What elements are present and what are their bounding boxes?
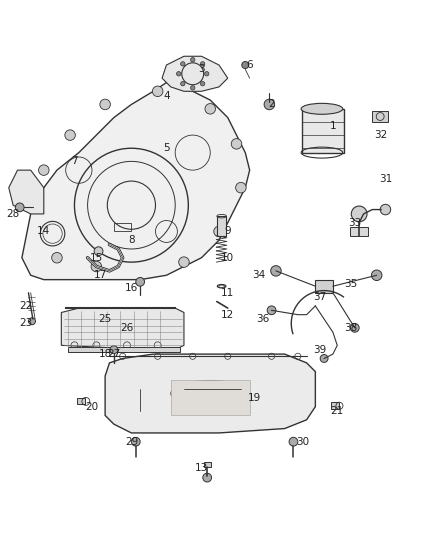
Circle shape — [201, 62, 205, 66]
Polygon shape — [9, 170, 44, 214]
Circle shape — [205, 71, 209, 76]
Text: 12: 12 — [221, 310, 234, 320]
Circle shape — [131, 437, 140, 446]
Circle shape — [136, 278, 145, 286]
Circle shape — [203, 473, 212, 482]
Circle shape — [380, 204, 391, 215]
Text: 31: 31 — [379, 174, 392, 184]
Text: 11: 11 — [221, 288, 234, 298]
Text: 10: 10 — [221, 253, 234, 263]
Circle shape — [351, 206, 367, 222]
Circle shape — [94, 247, 103, 255]
Text: 33: 33 — [348, 217, 361, 228]
Text: 35: 35 — [344, 279, 357, 289]
Text: 5: 5 — [163, 143, 170, 154]
Circle shape — [289, 437, 298, 446]
Text: 16: 16 — [125, 284, 138, 293]
Text: 13: 13 — [195, 463, 208, 473]
Circle shape — [100, 99, 110, 110]
Text: 30: 30 — [296, 437, 309, 447]
Text: 15: 15 — [90, 253, 103, 263]
Circle shape — [110, 346, 118, 354]
Bar — [302, 109, 344, 152]
Text: 39: 39 — [313, 345, 326, 355]
Text: 26: 26 — [120, 323, 134, 333]
Text: 23: 23 — [20, 318, 33, 328]
Circle shape — [371, 270, 382, 280]
Circle shape — [191, 86, 195, 90]
Circle shape — [179, 257, 189, 268]
Text: 19: 19 — [247, 393, 261, 403]
Circle shape — [350, 324, 359, 332]
Text: 7: 7 — [71, 156, 78, 166]
Circle shape — [15, 203, 24, 212]
Text: 18: 18 — [99, 349, 112, 359]
Bar — [372, 111, 388, 122]
Text: 37: 37 — [313, 292, 326, 302]
Bar — [331, 402, 339, 409]
Text: 6: 6 — [246, 60, 253, 70]
Text: 14: 14 — [37, 227, 50, 237]
Circle shape — [152, 86, 163, 96]
Circle shape — [177, 71, 181, 76]
Circle shape — [271, 265, 281, 276]
Text: 34: 34 — [252, 270, 265, 280]
Circle shape — [205, 103, 215, 114]
Polygon shape — [22, 83, 250, 280]
Text: 29: 29 — [125, 437, 138, 447]
Circle shape — [39, 165, 49, 175]
Bar — [350, 227, 368, 236]
Circle shape — [91, 261, 102, 272]
Text: 36: 36 — [256, 314, 269, 324]
Circle shape — [201, 82, 205, 86]
Ellipse shape — [301, 103, 343, 114]
Circle shape — [267, 306, 276, 314]
Text: 3: 3 — [198, 64, 205, 75]
Circle shape — [180, 62, 185, 66]
Text: 9: 9 — [224, 227, 231, 237]
Circle shape — [231, 139, 242, 149]
Text: 22: 22 — [20, 301, 33, 311]
Text: 38: 38 — [344, 323, 357, 333]
Circle shape — [242, 61, 249, 69]
Text: 1: 1 — [329, 122, 336, 131]
Polygon shape — [162, 56, 228, 91]
Text: 32: 32 — [374, 130, 388, 140]
Bar — [315, 280, 333, 293]
Circle shape — [236, 182, 246, 193]
Text: 27: 27 — [107, 349, 120, 359]
Bar — [77, 398, 85, 405]
Bar — [217, 216, 226, 236]
Circle shape — [264, 99, 275, 110]
Circle shape — [191, 58, 195, 62]
Polygon shape — [61, 308, 184, 350]
Text: 28: 28 — [7, 209, 20, 219]
Text: 8: 8 — [128, 235, 135, 245]
Text: 20: 20 — [85, 402, 99, 411]
Circle shape — [65, 130, 75, 140]
Text: 2: 2 — [268, 100, 275, 109]
Text: 17: 17 — [94, 270, 107, 280]
Circle shape — [214, 226, 224, 237]
Bar — [114, 223, 131, 231]
Bar — [171, 381, 250, 415]
Circle shape — [180, 82, 185, 86]
Text: 25: 25 — [99, 314, 112, 324]
Circle shape — [320, 354, 328, 362]
Text: 21: 21 — [331, 406, 344, 416]
Text: 4: 4 — [163, 91, 170, 101]
Circle shape — [28, 318, 35, 325]
Circle shape — [52, 253, 62, 263]
Polygon shape — [105, 354, 315, 433]
Bar — [68, 346, 180, 352]
Bar — [204, 462, 211, 467]
